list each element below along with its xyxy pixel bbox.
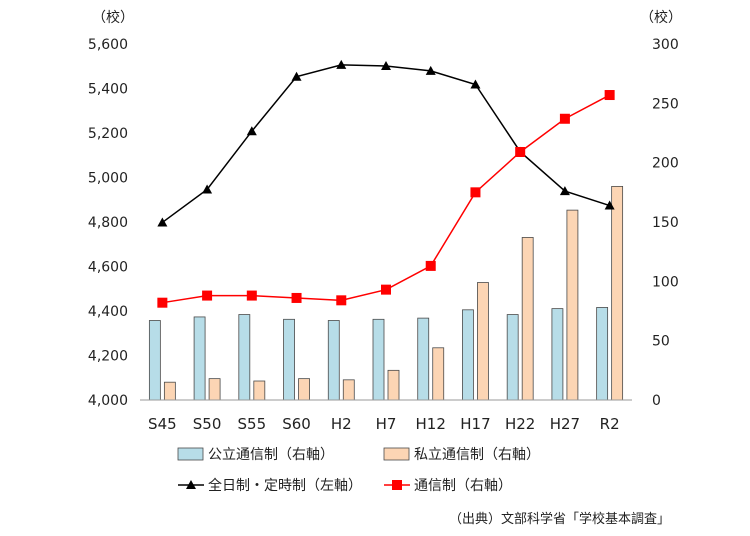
fulltime-line <box>161 64 610 224</box>
private-bar <box>342 379 355 401</box>
fulltime-point <box>470 79 481 89</box>
fulltime-point <box>336 59 347 69</box>
right-tick-label: 200 <box>652 156 679 172</box>
left-tick-label: 4,400 <box>88 304 128 320</box>
category-label: H27 <box>550 415 580 433</box>
private-bar <box>387 369 400 401</box>
correspondence-point <box>202 290 213 301</box>
fulltime-point <box>202 184 213 194</box>
legend-private-swatch <box>383 447 410 461</box>
private-bar <box>208 378 221 401</box>
legend-fulltime-marker <box>186 480 196 489</box>
public-bar <box>372 318 385 401</box>
right-axis-ticks: 0 50 100 150 200 250 300 <box>652 37 679 409</box>
left-tick-label: 5,200 <box>88 126 128 142</box>
legend-label: 公立通信制（右軸） <box>208 447 334 463</box>
correspondence-point <box>559 113 570 124</box>
category-label: H12 <box>416 415 446 433</box>
line-series <box>157 59 615 308</box>
fulltime-point <box>425 65 436 75</box>
private-bar <box>521 237 534 401</box>
right-tick-label: 0 <box>652 393 661 409</box>
public-bar <box>327 320 340 401</box>
public-bar <box>596 307 609 401</box>
public-bar <box>417 317 430 401</box>
right-tick-label: 50 <box>652 334 670 350</box>
legend-label: 全日制・定時制（左軸） <box>208 477 362 494</box>
correspondence-point <box>336 295 347 306</box>
right-axis-unit: （校） <box>640 9 682 26</box>
private-bar <box>163 381 176 401</box>
private-bar <box>611 185 624 401</box>
source-note: （出典）文部科学省「学校基本調査」 <box>449 511 670 527</box>
bar-series <box>148 185 624 401</box>
public-bar <box>238 314 251 401</box>
public-bar <box>193 316 206 401</box>
left-tick-label: 5,000 <box>88 171 128 187</box>
legend-label: 私立通信制（右軸） <box>414 447 540 463</box>
fulltime-point <box>381 61 391 71</box>
private-bar <box>432 347 445 401</box>
correspondence-line <box>162 94 610 304</box>
category-label: S50 <box>193 415 222 433</box>
left-tick-label: 4,200 <box>88 349 128 365</box>
right-tick-label: 250 <box>652 96 679 112</box>
category-label: S60 <box>282 415 311 433</box>
right-tick-label: 100 <box>652 274 679 290</box>
category-label: H7 <box>376 415 397 433</box>
legend: 公立通信制（右軸） 私立通信制（右軸） 全日制・定時制（左軸） 通信制（右軸） <box>177 447 540 494</box>
right-tick-label: 300 <box>652 37 679 53</box>
category-label: H17 <box>460 415 490 433</box>
left-tick-label: 4,800 <box>88 215 128 231</box>
public-bar <box>462 309 474 401</box>
category-label: S45 <box>148 415 177 433</box>
category-label: H2 <box>331 415 352 433</box>
private-bar <box>477 282 489 401</box>
left-tick-label: 5,400 <box>88 82 128 98</box>
left-axis-unit: （校） <box>92 9 134 26</box>
public-bar <box>148 320 161 401</box>
public-bar <box>551 308 564 401</box>
correspondence-point <box>381 284 391 295</box>
public-bar <box>283 318 295 401</box>
private-bar <box>298 378 310 401</box>
private-bar <box>253 380 266 401</box>
correspondence-point <box>470 187 481 198</box>
fulltime-point <box>604 200 615 210</box>
category-label: H22 <box>505 415 535 433</box>
correspondence-point <box>604 90 615 101</box>
correspondence-point <box>425 260 436 271</box>
legend-public-swatch <box>177 447 204 461</box>
category-label: R2 <box>600 415 620 433</box>
category-label: S55 <box>238 415 267 433</box>
left-axis-ticks: 4,000 4,200 4,400 4,600 4,800 5,000 5,200 5,400… <box>88 37 128 409</box>
left-tick-label: 4,600 <box>88 260 128 276</box>
legend-label: 通信制（右軸） <box>414 478 512 494</box>
public-bar <box>506 314 519 401</box>
category-labels: S45 S50 S55 S60 H2 H7 H12 H17 H22 H27 R2 <box>148 415 620 433</box>
right-tick-label: 150 <box>652 215 679 231</box>
legend-correspondence-marker <box>392 480 402 490</box>
left-tick-label: 4,000 <box>88 393 128 409</box>
fulltime-point <box>559 186 570 196</box>
private-bar <box>566 209 579 401</box>
fulltime-point <box>291 71 302 81</box>
left-tick-label: 5,600 <box>88 37 128 53</box>
correspondence-point <box>291 292 302 303</box>
fulltime-point <box>246 126 257 136</box>
correspondence-point <box>157 297 168 308</box>
correspondence-point <box>515 146 526 157</box>
correspondence-point <box>246 290 257 301</box>
fulltime-point <box>157 217 168 227</box>
